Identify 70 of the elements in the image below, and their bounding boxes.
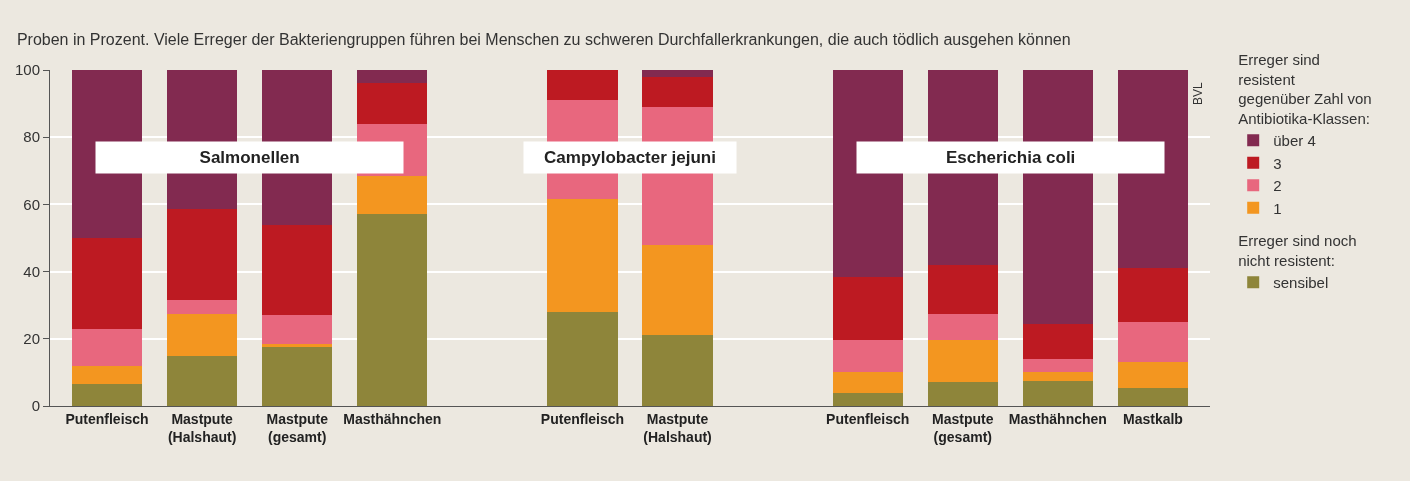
legend-label: 1 (1273, 199, 1282, 217)
x-tick-label: Mastpute (Halshaut) (167, 410, 237, 445)
bar (927, 264, 998, 314)
legend-label: über 4 (1273, 132, 1316, 150)
x-tick-label: Masthähnchen (343, 410, 442, 427)
legend-title: Erreger sind resistent gegenüber Zahl von Antibiotika-Klassen: (1238, 51, 1372, 127)
label-box: Campylobacter jejuni (523, 141, 737, 174)
y-tick-label: 100 (14, 61, 40, 79)
bar (1022, 372, 1094, 381)
x-tick-label: Mastkalb (1122, 410, 1183, 427)
bar (642, 76, 713, 107)
bar (927, 313, 998, 341)
bar (166, 209, 238, 301)
bar (262, 347, 333, 406)
y-tick-label: 40 (23, 262, 40, 280)
bar (547, 199, 618, 312)
bar (71, 384, 143, 406)
bar (832, 372, 903, 393)
bar (1022, 323, 1094, 359)
text: Erreger sind noch nicht resistent: (1238, 232, 1357, 269)
bar (357, 83, 428, 124)
legend-label: sensibel (1273, 274, 1329, 292)
x-tick-label: Mastpute (gesamt) (266, 410, 329, 445)
x-tick-label: Mastpute (gesamt) (932, 410, 994, 445)
bar (642, 70, 713, 77)
bar (832, 70, 903, 277)
bar (1117, 387, 1189, 406)
bar (1117, 362, 1189, 388)
bar (262, 224, 333, 316)
bar (357, 175, 428, 215)
bar (357, 214, 428, 406)
bar (1117, 322, 1189, 363)
bar (547, 311, 618, 406)
bar (1117, 268, 1189, 322)
x-tick-label: Putenfleisch (540, 410, 625, 427)
bar (832, 276, 903, 341)
chart-title: Proben in Prozent. Viele Erreger der Bakteriengruppen führen bei Menschen zu schweren Durchfallerkrankungen, die auch tödlich ausgehen können (16, 30, 1071, 48)
y-tick-label: 60 (23, 195, 40, 213)
x-tick-label: Putenfleisch (65, 410, 149, 427)
bar (166, 300, 238, 314)
x-tick-label: Putenfleisch (826, 410, 910, 427)
bar (166, 313, 238, 356)
label-box: Escherichia coli (856, 141, 1165, 174)
y-tick-label: 0 (31, 397, 40, 415)
bar (1022, 380, 1094, 406)
annotation: Escherichia coli (945, 148, 1076, 167)
x-tick-label: Masthähnchen (1008, 410, 1107, 427)
legend-label: 2 (1273, 177, 1282, 195)
x-tick-label: Mastpute (Halshaut) (643, 410, 712, 445)
bar (166, 355, 238, 406)
bar (547, 70, 618, 101)
bar (927, 382, 998, 406)
y-tick-label: 20 (23, 330, 40, 348)
bar (642, 335, 713, 406)
bar (71, 365, 143, 385)
label-box: Salmonellen (95, 141, 404, 174)
annotation: BVL (1190, 82, 1205, 106)
bar (832, 392, 903, 406)
bar (832, 340, 903, 373)
bar (71, 328, 143, 366)
bar (71, 238, 143, 329)
bar (1022, 358, 1094, 373)
y-tick-label: 80 (23, 128, 40, 146)
bar (262, 315, 333, 344)
annotation: Salmonellen (199, 148, 300, 167)
bar (927, 340, 998, 383)
bar (642, 244, 713, 336)
bar (357, 70, 428, 84)
annotation: Campylobacter jejuni (544, 148, 716, 167)
legend-label: 3 (1273, 154, 1282, 172)
